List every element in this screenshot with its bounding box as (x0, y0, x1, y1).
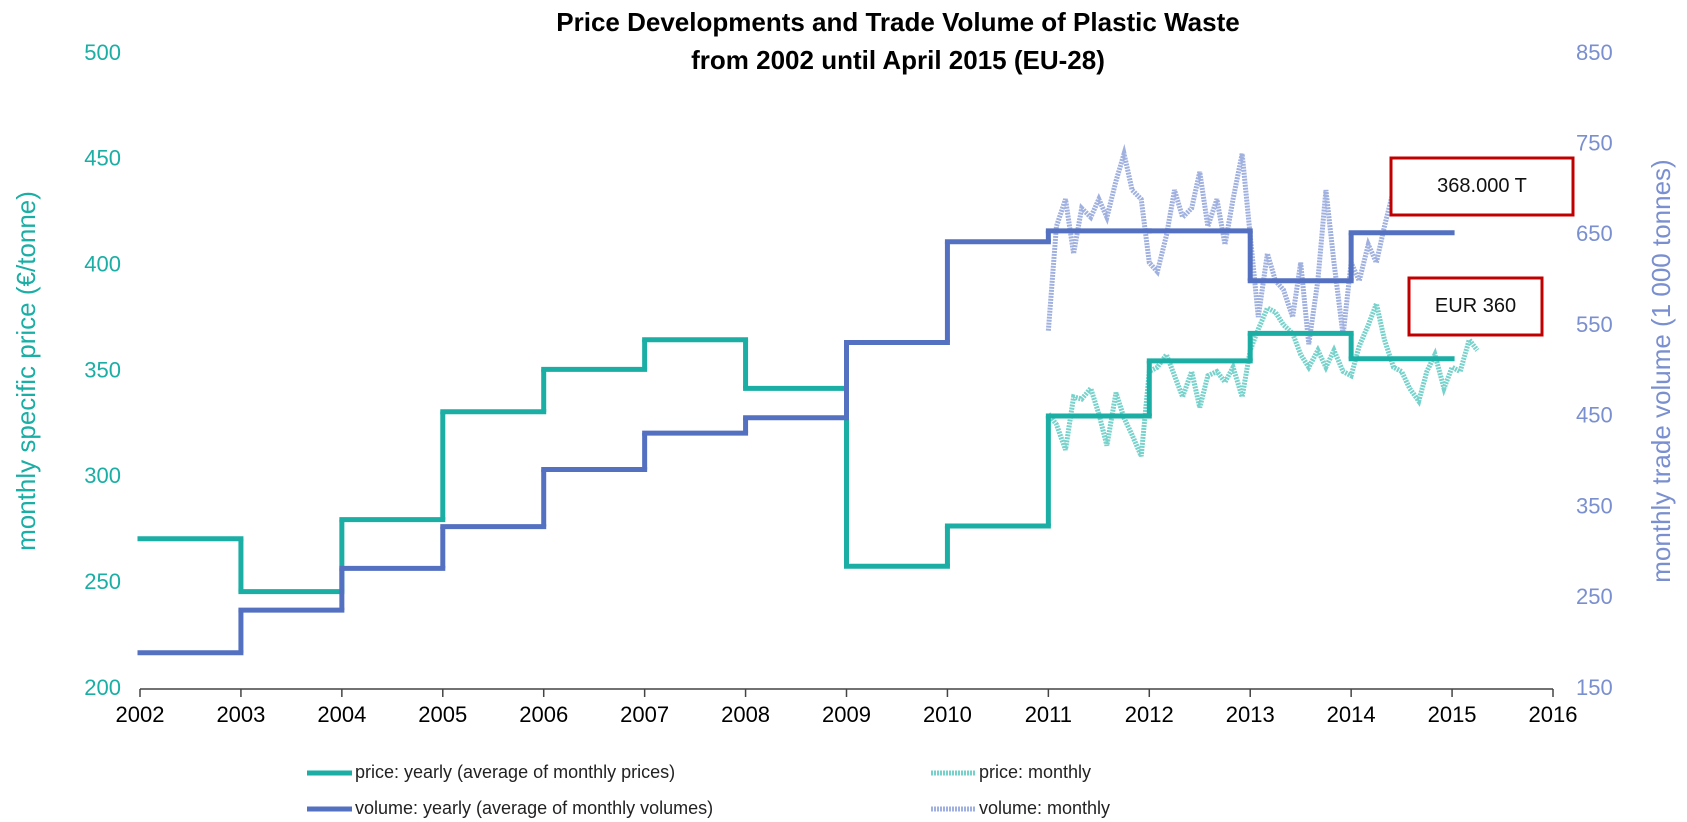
monthly-line (1045, 143, 1396, 345)
y2-axis-label: monthly trade volume (1 000 tonnes) (1646, 159, 1676, 582)
legend-label: volume: yearly (average of monthly volum… (355, 798, 713, 818)
annotation-box (1407, 276, 1544, 337)
y2-tick-label: 550 (1576, 312, 1613, 337)
y-tick-label: 450 (84, 146, 121, 171)
y-tick-label: 500 (84, 40, 121, 65)
y2-tick-label: 150 (1576, 675, 1613, 700)
x-tick-label: 2010 (923, 702, 972, 727)
legend-label: volume: monthly (979, 798, 1110, 818)
chart-title: Price Developments and Trade Volume of P… (556, 7, 1239, 37)
x-tick-label: 2007 (620, 702, 669, 727)
x-tick-label: 2002 (116, 702, 165, 727)
x-tick-label: 2005 (418, 702, 467, 727)
x-tick-label: 2008 (721, 702, 770, 727)
y-tick-label: 400 (84, 251, 121, 276)
x-tick-label: 2012 (1125, 702, 1174, 727)
annotation: 368.000 T (1437, 175, 1527, 197)
legend-label: price: yearly (average of monthly prices… (355, 762, 675, 782)
annotation-box (1389, 156, 1575, 217)
y-tick-label: 250 (84, 569, 121, 594)
legend-label: price: monthly (979, 762, 1091, 782)
x-tick-label: 2015 (1428, 702, 1477, 727)
y2-tick-label: 750 (1576, 131, 1613, 156)
chart-subtitle: from 2002 until April 2015 (EU-28) (691, 45, 1105, 75)
x-tick-label: 2009 (822, 702, 871, 727)
x-tick-label: 2011 (1025, 702, 1072, 727)
y2-tick-label: 450 (1576, 403, 1613, 428)
y-tick-label: 300 (84, 463, 121, 488)
x-tick-label: 2014 (1327, 702, 1376, 727)
x-tick-label: 2006 (519, 702, 568, 727)
y2-tick-label: 850 (1576, 40, 1613, 65)
x-tick-label: 2013 (1226, 702, 1275, 727)
x-tick-label: 2004 (317, 702, 366, 727)
y2-tick-label: 650 (1576, 221, 1613, 246)
x-tick-label: 2016 (1529, 702, 1578, 727)
y-tick-label: 200 (84, 675, 121, 700)
annotation: EUR 360 (1435, 295, 1516, 317)
y-tick-label: 350 (84, 357, 121, 382)
x-tick-label: 2003 (216, 702, 265, 727)
y2-tick-label: 250 (1576, 584, 1613, 609)
y-axis-label: monthly specific price (€/tonne) (11, 191, 41, 551)
y2-tick-label: 350 (1576, 493, 1613, 518)
